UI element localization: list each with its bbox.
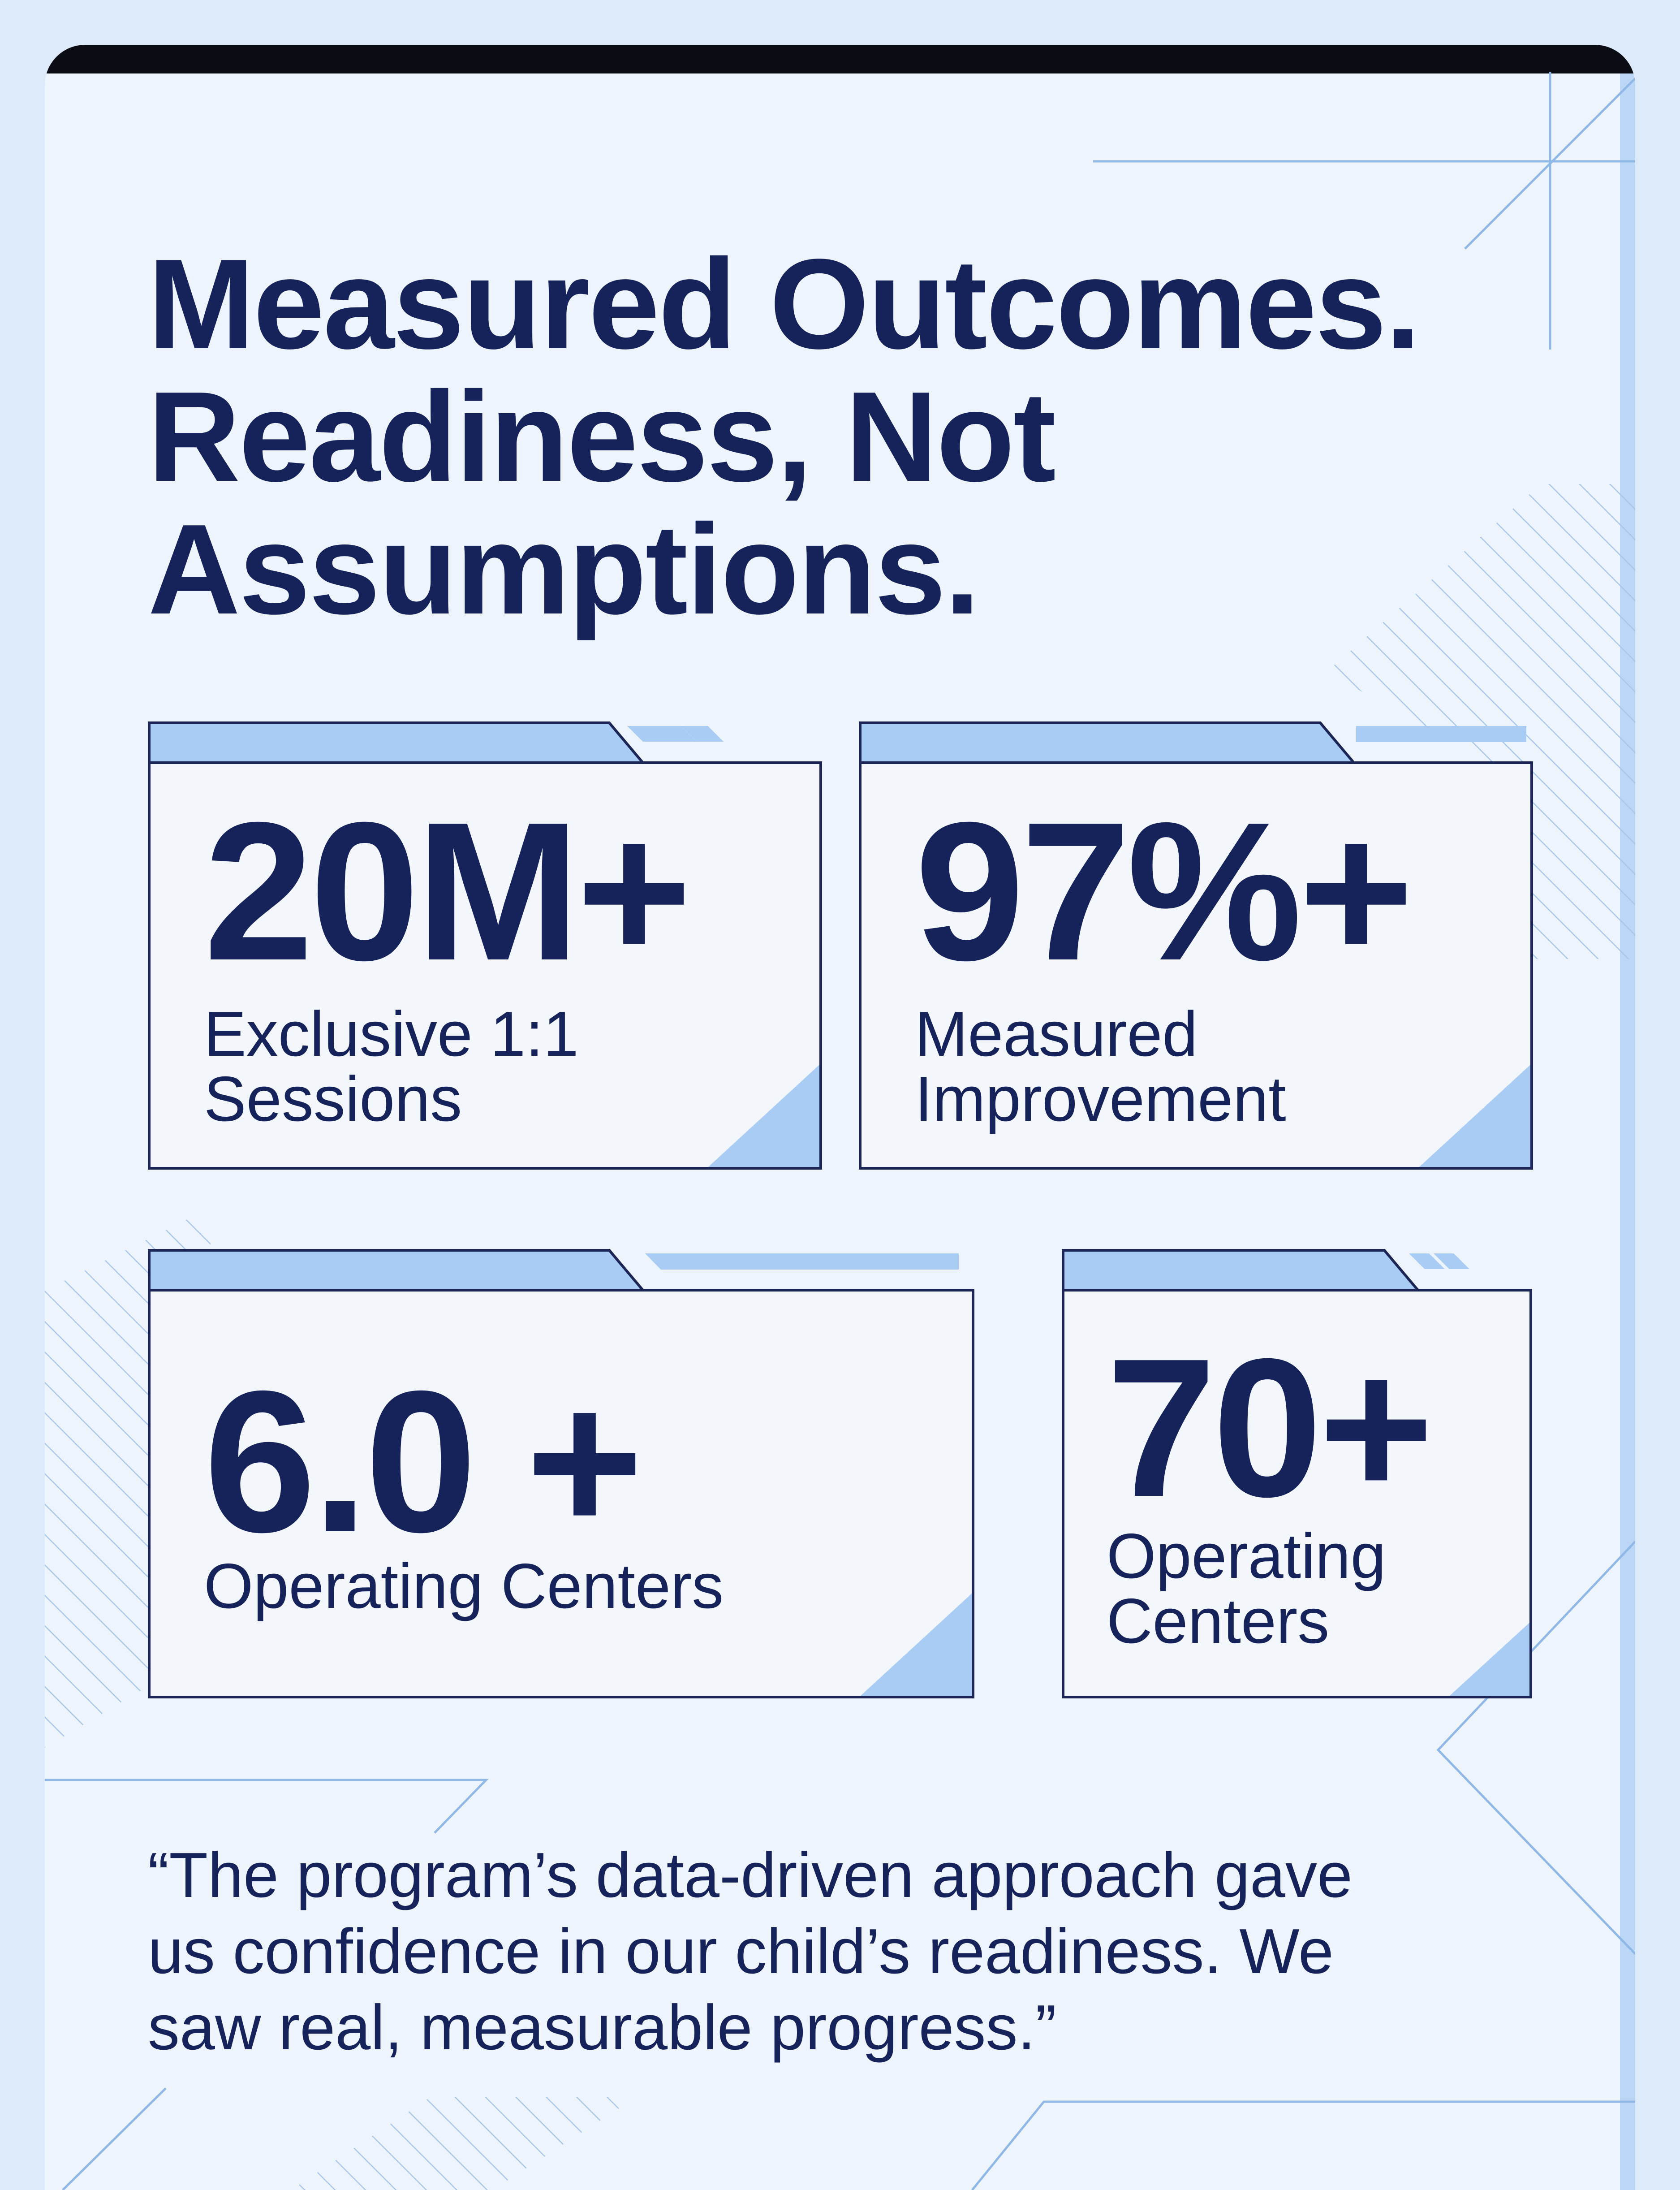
stat-label: Operating Centers — [1107, 1524, 1386, 1654]
stat-card-improvement: 97%+ Measured Improvement — [859, 721, 1533, 1170]
card-tab-decoration — [859, 721, 1526, 764]
stat-label: Measured Improvement — [915, 1002, 1286, 1132]
quote-line: saw real, measurable progress.” — [148, 1992, 1057, 2063]
testimonial-quote: “The program’s data-driven approach gave… — [148, 1837, 1514, 2066]
stat-label: Operating Centers — [204, 1554, 724, 1619]
stat-value: 20M+ — [204, 782, 692, 1002]
stat-box — [1062, 1289, 1532, 1698]
stat-label-line: Measured — [915, 998, 1198, 1070]
corner-accent — [1450, 1623, 1529, 1696]
stat-box — [859, 761, 1533, 1170]
stat-label-line: Sessions — [204, 1063, 462, 1135]
card-tab-decoration — [1062, 1249, 1469, 1292]
headline-line: Assumptions. — [148, 497, 980, 641]
corner-accent — [1419, 1065, 1530, 1167]
stat-label: Exclusive 1:1 Sessions — [204, 1002, 579, 1132]
headline-line: Measured Outcomes. — [148, 232, 1421, 376]
stat-label-line: Operating Centers — [204, 1551, 724, 1622]
stat-card-centers-wide: 6.0 + Operating Centers — [148, 1249, 974, 1698]
page-headline: Measured Outcomes. Readiness, Not Assump… — [148, 238, 1492, 635]
corner-accent — [861, 1594, 972, 1696]
stat-value: 6.0 + — [204, 1349, 643, 1574]
corner-accent — [708, 1065, 819, 1167]
stat-box — [148, 1289, 974, 1698]
stat-label-line: Centers — [1107, 1585, 1330, 1657]
stat-card-sessions: 20M+ Exclusive 1:1 Sessions — [148, 721, 822, 1170]
stat-label-line: Exclusive 1:1 — [204, 998, 579, 1070]
quote-line: us confidence in our child’s readiness. … — [148, 1916, 1334, 1987]
headline-line: Readiness, Not — [148, 365, 1056, 508]
stat-label-line: Improvement — [915, 1063, 1286, 1135]
quote-line: “The program’s data-driven approach gave — [148, 1840, 1353, 1911]
stat-label-line: Operating — [1107, 1520, 1386, 1592]
stat-value: 70+ — [1107, 1318, 1434, 1538]
stat-value: 97%+ — [915, 782, 1414, 1002]
card-tab-decoration — [148, 1249, 959, 1292]
card-top-bar — [45, 45, 1635, 73]
stat-card-centers: 70+ Operating Centers — [1062, 1249, 1532, 1698]
stat-box — [148, 761, 822, 1170]
card-right-rail — [1620, 73, 1635, 2190]
card-tab-decoration — [148, 721, 724, 764]
